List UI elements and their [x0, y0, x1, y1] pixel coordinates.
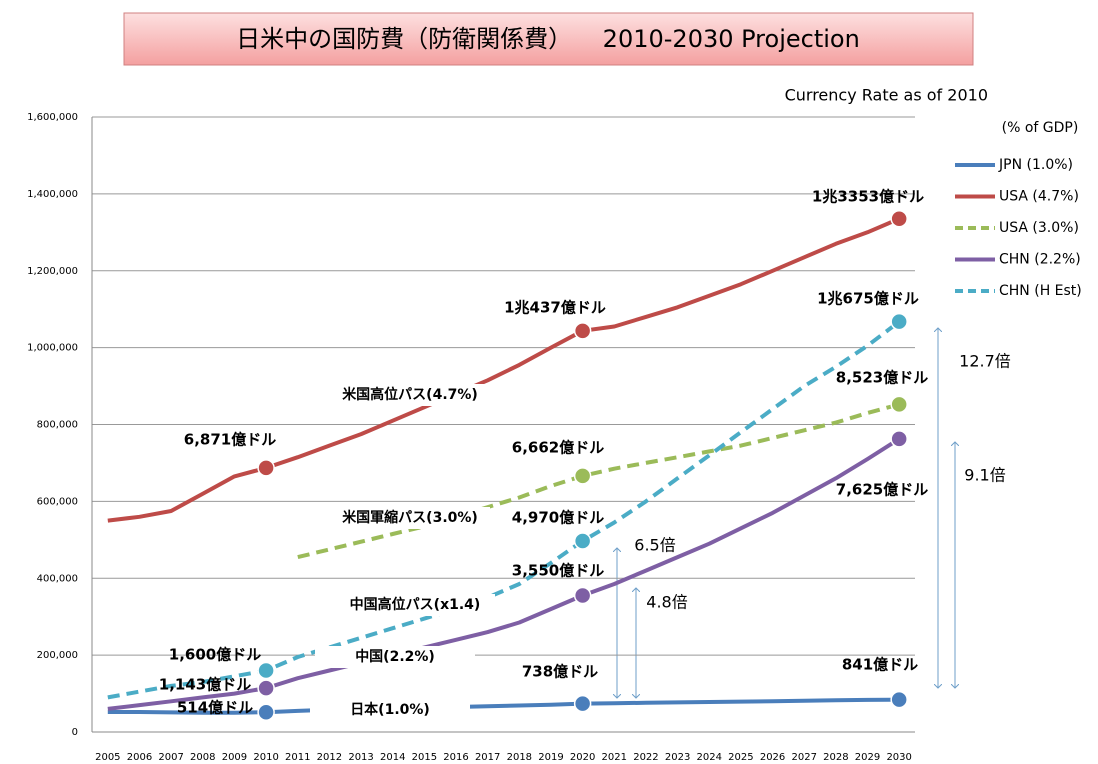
- x-tick-label: 2007: [158, 752, 183, 763]
- annotation: 米国高位パス(4.7%): [342, 386, 478, 403]
- y-tick-label: 800,000: [37, 420, 78, 431]
- series-line: [107, 320, 901, 700]
- x-tick-label: 2017: [475, 752, 500, 763]
- data-label: 1兆675億ドル: [817, 290, 919, 308]
- x-tick-label: 2009: [222, 752, 247, 763]
- marker: [573, 532, 592, 550]
- x-tick-label: 2026: [760, 752, 785, 763]
- x-tick-label: 2019: [538, 752, 563, 763]
- x-tick-label: 2010: [253, 752, 278, 763]
- series-line: [107, 437, 901, 711]
- series-line: [297, 402, 900, 560]
- x-tick-label: 2028: [823, 752, 848, 763]
- marker: [573, 467, 592, 485]
- annotation-bg: [330, 384, 490, 406]
- x-tick-label: 2027: [791, 752, 816, 763]
- marker: [257, 679, 275, 697]
- legend-label: JPN (1.0%): [998, 157, 1073, 173]
- marker: [257, 661, 275, 680]
- x-tick-label: 2023: [665, 752, 690, 763]
- data-label: 1,143億ドル: [159, 676, 251, 694]
- data-label: 1兆437億ドル: [504, 299, 606, 317]
- x-tick-label: 2025: [728, 752, 753, 763]
- x-tick-label: 2022: [633, 752, 658, 763]
- data-label: 4,970億ドル: [512, 509, 604, 527]
- marker: [573, 322, 592, 340]
- marker: [890, 312, 908, 331]
- marker: [257, 459, 275, 477]
- x-tick-label: 2016: [443, 752, 468, 763]
- annotation: 中国高位パス(x1.4): [350, 596, 481, 613]
- annotation: 中国(2.2%): [355, 648, 435, 665]
- data-label: 6,871億ドル: [184, 431, 276, 449]
- data-label: 738億ドル: [522, 663, 598, 681]
- annotation: 4.8倍: [646, 593, 687, 612]
- data-label: 514億ドル: [177, 699, 253, 717]
- marker: [890, 690, 908, 709]
- marker: [890, 395, 908, 414]
- annotation-bg: [315, 646, 475, 668]
- x-tick-label: 2013: [348, 752, 373, 763]
- y-tick-label: 1,000,000: [27, 343, 78, 354]
- marker: [573, 586, 592, 605]
- data-label: 841億ドル: [842, 656, 918, 674]
- x-tick-label: 2021: [602, 752, 627, 763]
- x-tick-label: 2018: [507, 752, 532, 763]
- x-tick-label: 2020: [570, 752, 595, 763]
- y-tick-label: 1,200,000: [27, 266, 78, 277]
- legend-label: CHN (2.2%): [999, 252, 1081, 268]
- annotation-bg: [310, 699, 470, 721]
- annotation: 米国軍縮パス(3.0%): [342, 509, 478, 526]
- legend-label: USA (4.7%): [999, 189, 1079, 205]
- y-tick-label: 200,000: [37, 650, 78, 661]
- x-tick-label: 2014: [380, 752, 405, 763]
- x-tick-label: 2024: [697, 752, 722, 763]
- annotation: 日本(1.0%): [350, 701, 430, 718]
- data-label: 8,523億ドル: [836, 369, 928, 387]
- data-label: 6,662億ドル: [512, 439, 604, 457]
- x-tick-label: 2008: [190, 752, 215, 763]
- chart-title: 日米中の国防費（防衛関係費） 2010-2030 Projection: [236, 25, 860, 53]
- annotation-bg: [330, 507, 490, 529]
- x-tick-label: 2029: [855, 752, 880, 763]
- x-tick-label: 2011: [285, 752, 310, 763]
- y-tick-label: 600,000: [37, 496, 78, 507]
- annotation: 6.5倍: [634, 536, 675, 555]
- x-tick-label: 2005: [95, 752, 120, 763]
- series-line: [107, 697, 900, 715]
- y-tick-label: 400,000: [37, 573, 78, 584]
- legend-title: (% of GDP): [1002, 120, 1079, 136]
- annotation: 12.7倍: [959, 352, 1011, 371]
- annotation: 9.1倍: [964, 466, 1005, 485]
- marker: [890, 430, 908, 448]
- legend-label: CHN (H Est): [999, 283, 1082, 299]
- x-tick-label: 2015: [412, 752, 437, 763]
- arrows: [91, 116, 955, 733]
- data-label: 7,625億ドル: [836, 481, 928, 499]
- marker: [890, 209, 908, 228]
- y-tick-label: 1,600,000: [27, 112, 78, 123]
- series-line: [107, 216, 900, 523]
- subtitle: Currency Rate as of 2010: [785, 86, 988, 105]
- y-tick-label: 1,400,000: [27, 189, 78, 200]
- y-tick-label: 0: [72, 727, 78, 738]
- legend-label: USA (3.0%): [999, 220, 1079, 236]
- x-tick-label: 2030: [886, 752, 911, 763]
- annotation-bg: [335, 594, 495, 616]
- data-label: 1,600億ドル: [169, 646, 261, 664]
- x-tick-label: 2006: [127, 752, 152, 763]
- title-box: [123, 12, 974, 66]
- marker: [257, 703, 275, 721]
- x-tick-label: 2012: [317, 752, 342, 763]
- marker: [573, 694, 592, 713]
- data-label: 1兆3353億ドル: [812, 188, 924, 206]
- data-label: 3,550億ドル: [512, 562, 604, 580]
